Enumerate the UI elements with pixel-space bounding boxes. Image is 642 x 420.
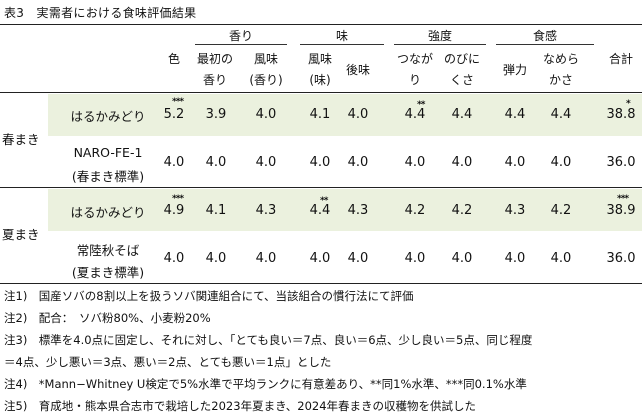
col-header-elasticity: 弾力 bbox=[502, 63, 527, 77]
row-label: はるかみどり bbox=[70, 109, 146, 124]
group-underline-strength bbox=[394, 44, 486, 45]
cell-value: 4.0 bbox=[255, 155, 277, 170]
cell-value: 4.2 bbox=[550, 203, 572, 218]
note-4: 注4) *Mann−Whitney U検定で5%水準で平均ランクに有意差あり、*… bbox=[4, 377, 527, 391]
cell-value: 4.0 bbox=[255, 251, 277, 266]
col-header-smoothness-line2: かさ bbox=[548, 73, 573, 87]
cell-value: 4.3 bbox=[504, 203, 526, 218]
cell-value: 4.0 bbox=[347, 155, 369, 170]
highlight-row-bg bbox=[48, 189, 642, 231]
group-header-strength: 強度 bbox=[427, 29, 452, 43]
cell-value: 5.2 bbox=[163, 107, 185, 122]
note-5: 注5) 育成地・熊本県合志市で栽培した2023年夏まき、2024年春まきの収穫物… bbox=[4, 399, 477, 413]
cell-value: 4.0 bbox=[504, 251, 526, 266]
cell-value: 4.0 bbox=[309, 155, 331, 170]
section-rule bbox=[0, 187, 642, 188]
cell-value: 4.2 bbox=[451, 203, 473, 218]
significance-mark: *** bbox=[172, 194, 184, 204]
bottom-rule bbox=[0, 283, 642, 284]
col-header-flavor-aroma-line1: 風味 bbox=[253, 52, 278, 66]
group-underline-taste bbox=[300, 44, 384, 45]
col-header-flavor-taste-line1: 風味 bbox=[307, 52, 332, 66]
col-header-first-aroma-line1: 最初の bbox=[196, 52, 233, 66]
group-header-taste: 味 bbox=[335, 29, 348, 43]
significance-mark: ** bbox=[417, 100, 425, 110]
col-header-smoothness-line1: なめら bbox=[542, 52, 579, 66]
row-label: NARO-FE-1 bbox=[73, 145, 143, 160]
cell-value: 38.9 bbox=[606, 203, 636, 218]
col-header-cohesion-line2: り bbox=[408, 73, 421, 87]
table-title: 表3 実需者における食味評価結果 bbox=[4, 6, 197, 20]
cell-value: 4.0 bbox=[404, 251, 426, 266]
cell-value: 4.0 bbox=[451, 155, 473, 170]
cell-value: 36.0 bbox=[606, 251, 636, 266]
col-header-aftertaste: 後味 bbox=[345, 63, 370, 77]
note-2: 注2) 配合： ソバ粉80%、小麦粉20% bbox=[4, 311, 211, 325]
col-header-color: 色 bbox=[167, 52, 180, 66]
cell-value: 4.3 bbox=[255, 203, 277, 218]
cell-value: 4.0 bbox=[205, 155, 227, 170]
cell-value: 4.0 bbox=[550, 251, 572, 266]
significance-mark: * bbox=[626, 99, 631, 109]
row-sublabel: (春まき標準) bbox=[71, 169, 145, 184]
cell-value: 4.1 bbox=[309, 107, 331, 122]
cell-value: 4.0 bbox=[347, 107, 369, 122]
cell-value: 4.0 bbox=[163, 155, 185, 170]
cell-value: 4.0 bbox=[205, 251, 227, 266]
group-header-aroma: 香り bbox=[228, 29, 253, 43]
note-3: 注3) 標準を4.0点に固定し、それに対し、「とても良い＝7点、良い＝6点、少し… bbox=[4, 333, 533, 347]
cell-value: 4.0 bbox=[451, 251, 473, 266]
cell-value: 4.9 bbox=[163, 203, 185, 218]
col-header-first-aroma-line2: 香り bbox=[202, 73, 227, 87]
cell-value: 4.1 bbox=[205, 203, 227, 218]
cell-value: 4.0 bbox=[309, 251, 331, 266]
highlight-row-bg bbox=[48, 94, 642, 136]
cell-value: 38.8 bbox=[606, 107, 636, 122]
col-header-cohesion-line1: つなが bbox=[396, 52, 433, 66]
row-label: 常陸秋そば bbox=[76, 243, 140, 258]
cell-value: 4.3 bbox=[347, 203, 369, 218]
col-header-flavor-taste-line2: (味) bbox=[309, 73, 331, 87]
group-underline-texture bbox=[496, 44, 594, 45]
top-rule bbox=[0, 24, 642, 25]
cell-value: 4.0 bbox=[504, 155, 526, 170]
cell-value: 4.0 bbox=[347, 251, 369, 266]
col-header-flavor-aroma-line2: (香り) bbox=[249, 73, 283, 87]
cell-value: 3.9 bbox=[205, 107, 227, 122]
significance-mark: *** bbox=[617, 194, 629, 204]
note-1: 注1) 国産ソバの8割以上を扱うソバ関連組合にて、当該組合の慣行法にて評価 bbox=[4, 289, 414, 303]
cell-value: 36.0 bbox=[606, 155, 636, 170]
col-header-stretch-line2: くさ bbox=[449, 73, 474, 87]
cell-value: 4.4 bbox=[404, 107, 426, 122]
header-rule bbox=[0, 92, 642, 93]
cell-value: 4.0 bbox=[550, 155, 572, 170]
group-header-texture: 食感 bbox=[532, 29, 557, 43]
cell-value: 4.4 bbox=[309, 203, 331, 218]
cell-value: 4.4 bbox=[550, 107, 572, 122]
section-label-spring: 春まき bbox=[2, 132, 40, 147]
row-label: はるかみどり bbox=[70, 205, 146, 220]
cell-value: 4.2 bbox=[404, 203, 426, 218]
group-underline-aroma bbox=[195, 44, 287, 45]
col-header-total: 合計 bbox=[608, 52, 633, 66]
cell-value: 4.4 bbox=[504, 107, 526, 122]
cell-value: 4.0 bbox=[163, 251, 185, 266]
cell-value: 4.0 bbox=[404, 155, 426, 170]
cell-value: 4.4 bbox=[451, 107, 473, 122]
significance-mark: *** bbox=[172, 97, 184, 107]
cell-value: 4.0 bbox=[255, 107, 277, 122]
significance-mark: ** bbox=[320, 196, 328, 206]
col-header-stretch-line1: のびに bbox=[443, 52, 480, 66]
note-3-continued: ＝4点、少し悪い＝3点、悪い＝2点、とても悪い＝1点」とした bbox=[4, 355, 332, 369]
row-sublabel: (夏まき標準) bbox=[71, 265, 145, 280]
section-label-summer: 夏まき bbox=[2, 227, 40, 242]
